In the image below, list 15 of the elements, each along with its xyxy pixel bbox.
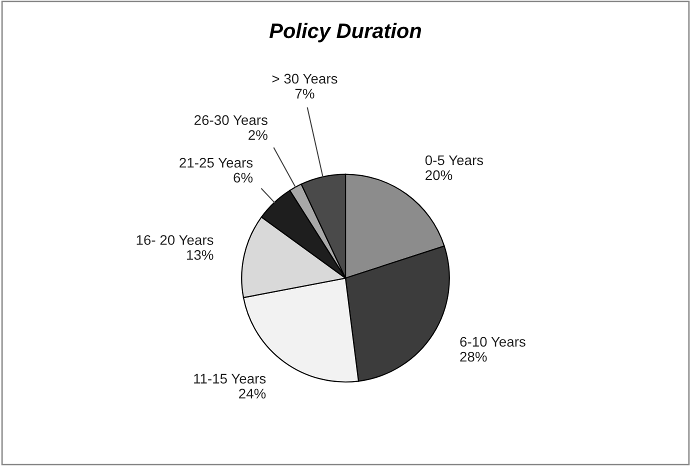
slice-label: > 30 Years: [272, 74, 338, 84]
slice-label: 0-5 Years: [425, 155, 484, 166]
slice-label: 16- 20 Years: [136, 235, 214, 245]
slice-label: 26-30 Years: [194, 115, 268, 126]
data-label: 7%: [295, 88, 314, 99]
chart-title: Policy Duration: [269, 22, 422, 42]
data-label: 20%: [426, 170, 452, 180]
slice-label: 11-15 Years: [194, 374, 266, 384]
slice-label: 6-10 Years: [460, 336, 526, 347]
slice-label: 21-25 Years: [180, 158, 253, 168]
data-label: 2%: [248, 130, 268, 140]
data-label: 24%: [239, 388, 266, 399]
data-label: 6%: [234, 172, 253, 183]
data-label: 13%: [187, 250, 214, 260]
data-label: 28%: [460, 352, 487, 362]
